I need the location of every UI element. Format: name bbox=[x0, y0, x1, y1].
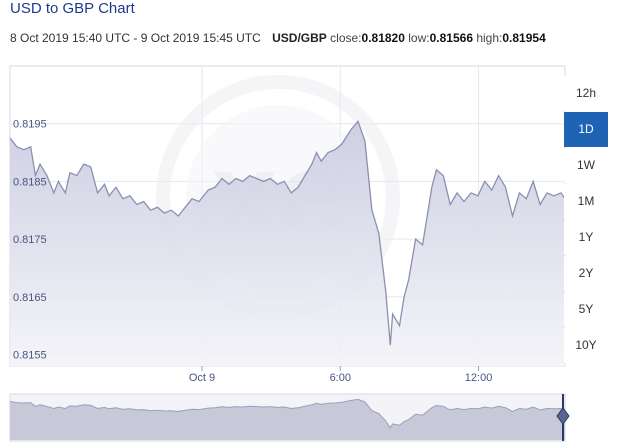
navigator-line bbox=[9, 398, 566, 429]
close-value: 0.81820 bbox=[361, 31, 405, 45]
y-axis: 0.8195 0.8185 0.8175 0.8165 0.8155 bbox=[13, 119, 47, 362]
high-value: 0.81954 bbox=[502, 31, 546, 45]
y-tick-label: 0.8155 bbox=[13, 349, 47, 361]
navigator-area bbox=[10, 399, 565, 440]
navigator[interactable] bbox=[0, 390, 575, 442]
x-tick-label: 6:00 bbox=[330, 372, 351, 384]
date-range: 8 Oct 2019 15:40 UTC - 9 Oct 2019 15:45 … bbox=[10, 31, 261, 45]
range-button-5y[interactable]: 5Y bbox=[564, 292, 608, 327]
range-button-1w[interactable]: 1W bbox=[564, 148, 608, 183]
chart-summary: 8 Oct 2019 15:40 UTC - 9 Oct 2019 15:45 … bbox=[10, 31, 546, 45]
price-line bbox=[9, 120, 566, 346]
range-button-1d[interactable]: 1D bbox=[564, 112, 608, 147]
range-button-12h[interactable]: 12h bbox=[564, 76, 608, 111]
range-selector: 12h 1D 1W 1M 1Y 2Y 5Y 10Y bbox=[564, 76, 608, 364]
y-tick-label: 0.8165 bbox=[13, 292, 47, 304]
currency-pair: USD/GBP bbox=[272, 31, 327, 45]
low-label: low: bbox=[408, 31, 430, 45]
navigator-handle[interactable] bbox=[556, 407, 570, 425]
x-tick-label: 12:00 bbox=[465, 372, 493, 384]
high-label: high: bbox=[476, 31, 503, 45]
x-tick-label: Oct 9 bbox=[189, 372, 215, 384]
y-tick-label: 0.8195 bbox=[13, 119, 47, 131]
y-tick-label: 0.8185 bbox=[13, 176, 47, 188]
y-tick-label: 0.8175 bbox=[13, 234, 47, 246]
close-label: close: bbox=[330, 31, 362, 45]
x-axis: Oct 9 6:00 12:00 bbox=[189, 366, 492, 384]
price-area bbox=[10, 121, 565, 367]
range-button-2y[interactable]: 2Y bbox=[564, 256, 608, 291]
low-value: 0.81566 bbox=[429, 31, 473, 45]
chart-title: USD to GBP Chart bbox=[10, 0, 135, 17]
range-button-1y[interactable]: 1Y bbox=[564, 220, 608, 255]
range-button-10y[interactable]: 10Y bbox=[564, 328, 608, 363]
range-button-1m[interactable]: 1M bbox=[564, 184, 608, 219]
